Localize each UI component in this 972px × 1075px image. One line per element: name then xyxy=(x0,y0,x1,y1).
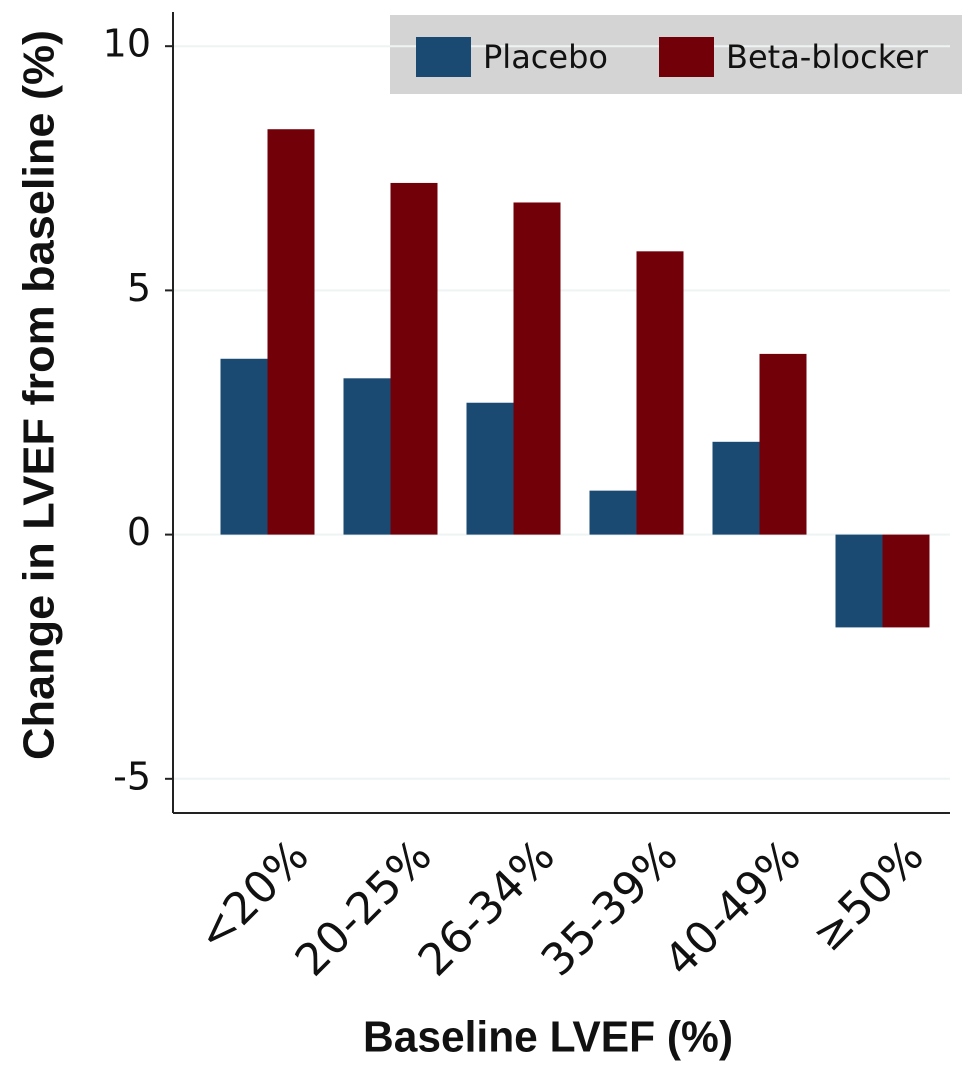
bar xyxy=(636,251,684,535)
y-axis-title: Change in LVEF from baseline (%) xyxy=(15,30,64,760)
y-tick-label: 10 xyxy=(103,22,151,66)
bar xyxy=(759,353,807,535)
legend-label: Placebo xyxy=(483,38,608,76)
x-axis-title: Baseline LVEF (%) xyxy=(363,1013,733,1062)
bar xyxy=(712,441,760,535)
bar xyxy=(882,534,930,628)
x-tick-label: 26-34% xyxy=(409,830,565,986)
y-tick-label: -5 xyxy=(113,754,151,798)
x-tick-label: 35-39% xyxy=(532,830,688,986)
bar xyxy=(343,378,391,535)
bar xyxy=(220,358,268,535)
legend-swatch xyxy=(659,37,714,77)
x-tick-label: 20-25% xyxy=(286,830,442,986)
x-tick-label: 40-49% xyxy=(655,830,811,986)
legend-swatch xyxy=(416,37,471,77)
bar xyxy=(513,202,561,535)
bar xyxy=(267,129,315,535)
y-tick-label: 5 xyxy=(127,266,151,310)
bar xyxy=(390,182,438,535)
bar xyxy=(835,534,883,628)
x-tick-label: ≥50% xyxy=(802,830,933,961)
bar xyxy=(589,490,637,535)
y-tick-label: 0 xyxy=(127,510,151,554)
legend-label: Beta-blocker xyxy=(726,38,929,76)
bar xyxy=(466,402,514,535)
